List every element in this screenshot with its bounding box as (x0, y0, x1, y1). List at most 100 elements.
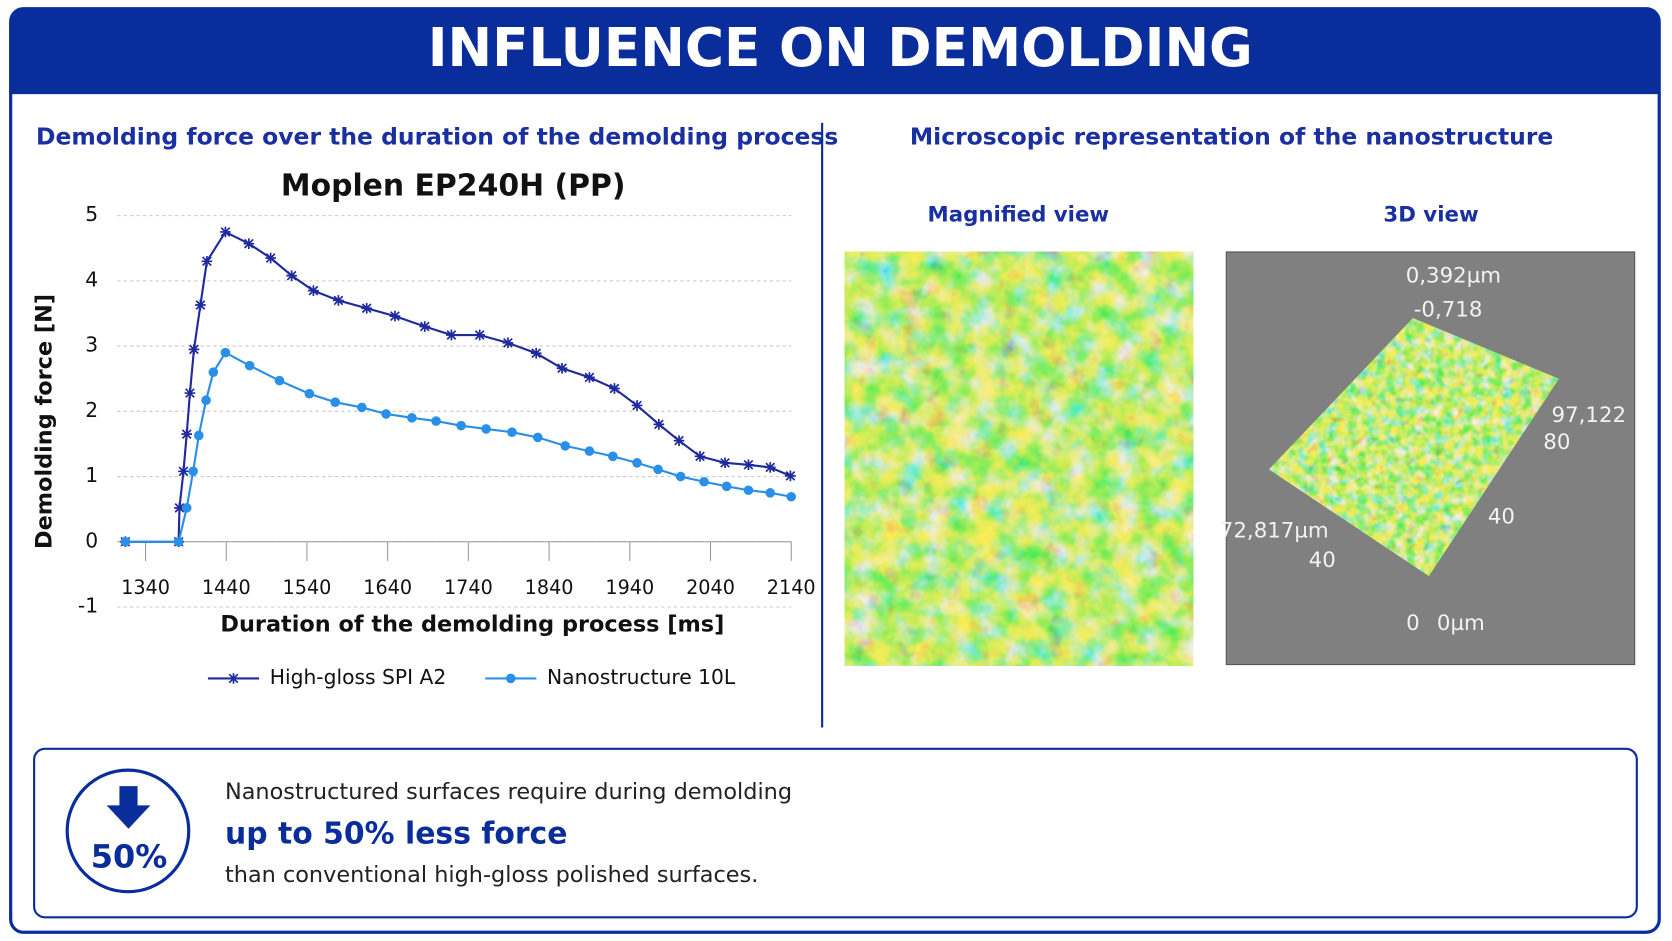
data-point (333, 295, 344, 306)
axis-label-3d: 97,122 (1552, 403, 1627, 428)
axis-label-3d: 0 (1406, 611, 1420, 636)
data-point (181, 503, 192, 513)
data-point (719, 457, 731, 469)
data-point (631, 400, 643, 411)
data-point (694, 450, 706, 462)
data-point (456, 420, 466, 431)
data-point (786, 491, 797, 502)
data-point (244, 360, 255, 371)
legend-label: High-gloss SPI A2 (270, 665, 446, 689)
data-point (481, 424, 491, 434)
axis-label-3d: 40 (1309, 548, 1336, 573)
data-point (188, 344, 200, 355)
y-tick-label: 4 (85, 267, 98, 291)
x-tick-label: 2140 (767, 576, 816, 599)
x-tick-label: 1540 (283, 576, 332, 599)
x-tick-label: 1840 (525, 576, 574, 599)
image-label: 3D view (1383, 203, 1478, 228)
legend-marker (505, 673, 516, 684)
callout-text: than conventional high-gloss polished su… (225, 862, 758, 888)
y-tick-label: 3 (85, 333, 98, 357)
axis-label-3d: 80 (1543, 430, 1570, 455)
data-point (174, 502, 185, 514)
arrow-icon (119, 786, 138, 807)
plot: -1 0 1 2 3 4 5 1340 1440 1540 1640 1740 1840 1940 2040… (78, 202, 816, 689)
y-tick-label: -1 (78, 593, 98, 617)
data-point (208, 367, 219, 377)
x-tick-label: 2040 (686, 576, 735, 599)
data-point (381, 409, 391, 419)
data-point (675, 471, 686, 482)
data-point (274, 375, 285, 386)
legend-label: Nanostructure 10L (547, 665, 736, 689)
data-point (265, 252, 276, 264)
y-tick-label: 5 (85, 202, 98, 226)
data-point (743, 485, 754, 496)
axis-label-3d: -0,718 (1414, 298, 1483, 323)
data-point (220, 347, 231, 358)
data-point (389, 310, 401, 322)
callout-box (33, 747, 1638, 919)
callout-highlight: up to 50% less force (225, 817, 568, 852)
arrow-icon (106, 805, 151, 829)
data-point (357, 402, 367, 413)
data-point (699, 476, 709, 487)
y-tick-label: 2 (85, 398, 98, 422)
data-point (184, 387, 196, 399)
x-tick-label: 1340 (121, 576, 170, 599)
data-point (446, 329, 457, 341)
data-point (181, 428, 193, 440)
data-point (721, 481, 732, 492)
data-point (608, 451, 618, 462)
data-point (785, 470, 796, 482)
data-point (632, 458, 642, 468)
x-tick-label: 1640 (363, 576, 412, 599)
magnified-image (843, 251, 1194, 667)
data-point (330, 397, 341, 407)
data-point (584, 372, 595, 383)
data-point (609, 383, 620, 394)
data-point (173, 536, 184, 547)
y-axis-title: Demolding force [N] (31, 294, 57, 549)
image-label: Magnified view (928, 203, 1110, 228)
data-point (201, 395, 211, 406)
y-tick-label: 1 (85, 463, 98, 487)
header-title: INFLUENCE ON DEMOLDING (428, 17, 1253, 79)
panel-heading: Demolding force over the duration of the… (36, 122, 838, 150)
axis-label-3d: 40 (1488, 504, 1515, 529)
data-point (188, 466, 198, 477)
y-tick-label: 0 (85, 528, 98, 552)
data-point (304, 388, 315, 399)
data-point (584, 446, 595, 456)
data-point (653, 464, 663, 475)
data-point (178, 465, 189, 477)
data-point (765, 488, 776, 498)
legend-marker (228, 673, 239, 684)
badge-text: 50% (91, 838, 168, 876)
callout-text: Nanostructured surfaces require during d… (225, 779, 792, 805)
data-point (560, 441, 571, 451)
axis-label-3d: 0,392µm (1406, 263, 1501, 288)
data-point (502, 337, 514, 349)
data-point (474, 329, 486, 341)
data-point (764, 462, 776, 473)
data-point (407, 413, 417, 423)
panel-heading: Microscopic representation of the nanost… (910, 122, 1553, 150)
data-point (532, 432, 543, 443)
data-point (743, 459, 754, 471)
data-point (507, 427, 517, 437)
data-point (120, 536, 131, 547)
data-point (673, 435, 685, 447)
data-point (308, 285, 319, 296)
data-point (361, 302, 373, 314)
header-bar (10, 8, 1660, 95)
data-point (419, 321, 431, 332)
data-point (530, 347, 542, 359)
data-point (243, 238, 255, 250)
data-point (556, 362, 568, 374)
data-point (195, 299, 206, 311)
x-tick-label: 1940 (605, 576, 654, 599)
